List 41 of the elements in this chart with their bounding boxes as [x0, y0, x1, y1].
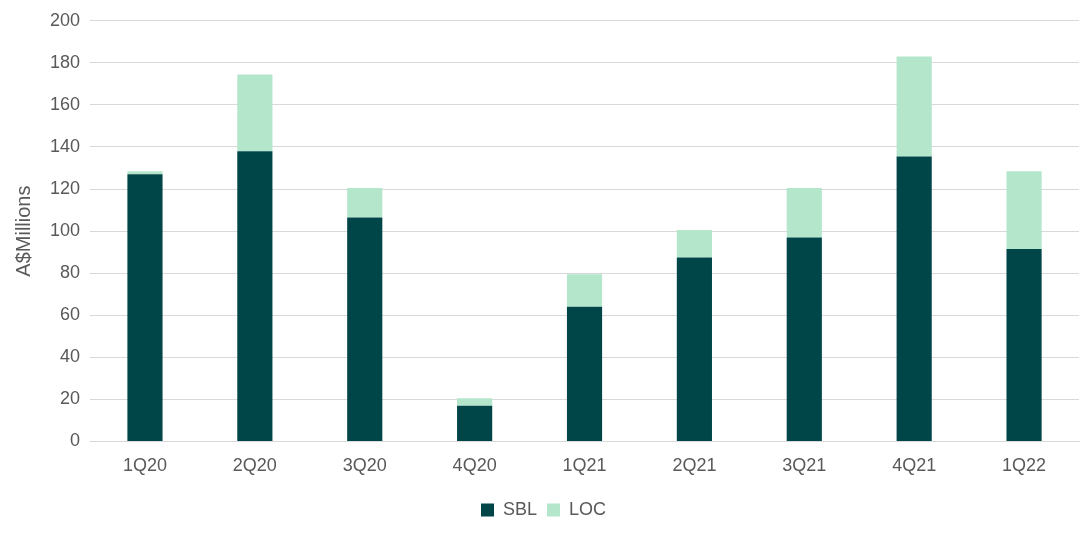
x-tick-label: 4Q21	[892, 455, 937, 476]
y-tick-label: 20	[60, 388, 81, 409]
x-tick-label: 3Q20	[342, 455, 387, 476]
bar	[127, 174, 163, 441]
bar	[457, 398, 493, 406]
y-tick-label: 60	[60, 304, 81, 325]
y-tick-label: 140	[49, 135, 81, 156]
y-tick-label: 180	[49, 51, 81, 72]
y-tick-label: 200	[49, 9, 81, 30]
bar	[1006, 248, 1042, 441]
bar	[566, 306, 603, 441]
x-tick-label: 1Q20	[122, 455, 167, 476]
bar	[237, 74, 273, 152]
x-tick-label: 2Q20	[232, 455, 277, 476]
bar	[786, 237, 822, 441]
bar	[347, 217, 383, 441]
bar	[676, 230, 712, 258]
bar	[1006, 171, 1042, 249]
y-axis-title: A$Millions	[11, 185, 34, 277]
y-tick-label: 0	[70, 430, 81, 451]
y-tick-label: 40	[60, 346, 81, 367]
bar	[127, 171, 163, 175]
legend-label: SBL	[502, 498, 538, 519]
x-tick-label: 1Q22	[1002, 455, 1047, 476]
bar	[786, 187, 822, 238]
x-tick-label: 2Q21	[672, 455, 717, 476]
x-tick-label: 1Q21	[562, 455, 607, 476]
bar	[566, 274, 603, 307]
bar	[237, 151, 273, 441]
y-tick-label: 80	[60, 262, 81, 283]
y-tick-label: 120	[49, 178, 81, 199]
y-tick-label: 100	[49, 220, 81, 241]
bar	[347, 187, 383, 218]
bar	[896, 156, 932, 441]
x-tick-label: 3Q21	[782, 455, 827, 476]
y-tick-label: 160	[49, 93, 81, 114]
legend-label: LOC	[569, 498, 607, 519]
x-tick-label: 4Q20	[452, 455, 497, 476]
bar	[676, 257, 712, 441]
bar	[457, 405, 493, 441]
bar	[896, 56, 932, 157]
